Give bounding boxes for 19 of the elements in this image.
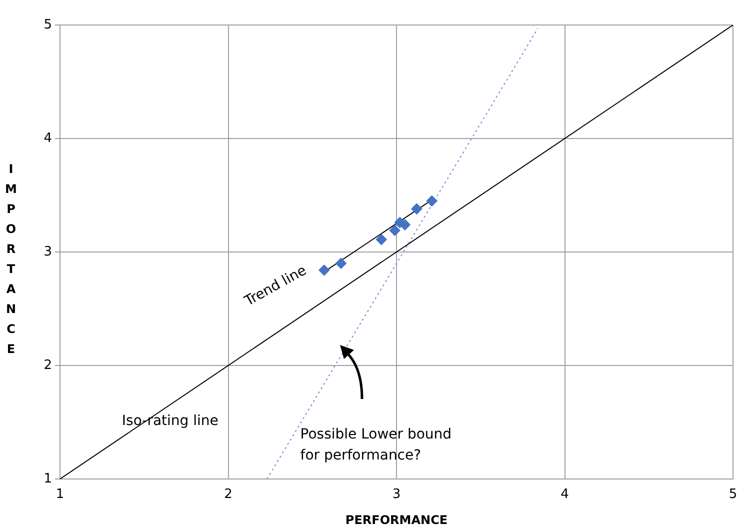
x-tick-label: 5	[728, 487, 738, 502]
point	[376, 234, 387, 246]
annotation: Possible Lower bound for performance?	[300, 426, 452, 464]
y-tick-label: 2	[44, 358, 52, 373]
point	[335, 258, 346, 269]
x-tick-label: 4	[560, 487, 569, 502]
point	[389, 224, 400, 236]
x-tick-label: 3	[392, 487, 401, 502]
x-axis-title: PERFORMANCE	[345, 512, 448, 527]
point	[426, 195, 438, 206]
x-tick-label: 2	[224, 487, 232, 502]
point	[318, 264, 330, 276]
y-axis-title: IMPORTANCE	[4, 162, 18, 362]
y-tick-label: 4	[44, 130, 52, 146]
y-tick-label: 3	[44, 244, 52, 260]
y-tick-label: 5	[44, 17, 52, 32]
x-tick-label: 1	[56, 487, 64, 502]
y-tick-label: 1	[44, 471, 52, 486]
point	[411, 203, 422, 214]
